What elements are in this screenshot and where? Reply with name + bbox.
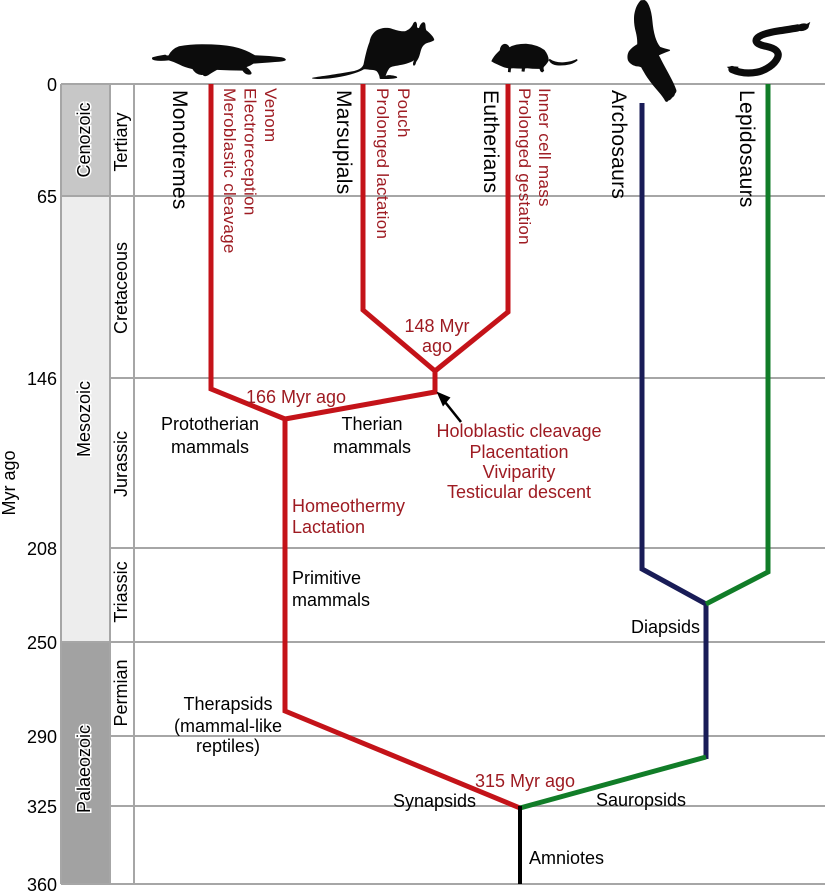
- svg-text:Sauropsids: Sauropsids: [596, 790, 686, 810]
- svg-text:mammals: mammals: [333, 437, 411, 457]
- svg-text:ago: ago: [422, 336, 452, 356]
- svg-text:315 Myr ago: 315 Myr ago: [475, 771, 575, 791]
- svg-text:Monotremes: Monotremes: [168, 90, 191, 210]
- svg-text:Holoblastic cleavage: Holoblastic cleavage: [436, 421, 601, 441]
- svg-text:Jurassic: Jurassic: [111, 431, 131, 497]
- svg-text:250: 250: [27, 633, 57, 653]
- svg-text:325: 325: [27, 797, 57, 817]
- svg-text:Venom: Venom: [261, 88, 280, 142]
- svg-text:Prolonged lactation: Prolonged lactation: [373, 88, 392, 239]
- svg-text:Cretaceous: Cretaceous: [111, 242, 131, 334]
- svg-text:Therian: Therian: [341, 414, 402, 434]
- svg-text:mammals: mammals: [292, 590, 370, 610]
- svg-text:148 Myr: 148 Myr: [404, 316, 469, 336]
- svg-text:Tertiary: Tertiary: [111, 112, 131, 171]
- svg-text:Lepidosaurs: Lepidosaurs: [735, 90, 758, 208]
- svg-text:65: 65: [37, 187, 57, 207]
- svg-text:Cenozoic: Cenozoic: [74, 102, 94, 177]
- svg-text:(mammal-like: (mammal-like: [174, 716, 282, 736]
- svg-text:Meroblastic cleavage: Meroblastic cleavage: [220, 88, 239, 254]
- svg-text:Prototherian: Prototherian: [161, 414, 259, 434]
- svg-text:Prolonged gestation: Prolonged gestation: [515, 88, 534, 245]
- svg-text:Viviparity: Viviparity: [483, 462, 556, 482]
- svg-text:146: 146: [27, 369, 57, 389]
- svg-text:166 Myr ago: 166 Myr ago: [246, 387, 346, 407]
- svg-text:Myr ago: Myr ago: [0, 450, 19, 515]
- svg-text:0: 0: [47, 75, 57, 95]
- svg-text:208: 208: [27, 539, 57, 559]
- svg-text:Homeothermy: Homeothermy: [292, 496, 405, 516]
- svg-text:Diapsids: Diapsids: [631, 617, 700, 637]
- svg-text:Therapsids: Therapsids: [183, 694, 272, 714]
- svg-text:mammals: mammals: [171, 437, 249, 457]
- svg-text:Marsupials: Marsupials: [332, 90, 355, 195]
- svg-text:reptiles): reptiles): [196, 736, 260, 756]
- svg-text:Palaeozoic: Palaeozoic: [74, 725, 94, 813]
- svg-text:Triassic: Triassic: [111, 561, 131, 622]
- svg-text:Electroreception: Electroreception: [241, 88, 260, 216]
- svg-text:Permian: Permian: [111, 659, 131, 726]
- svg-text:Eutherians: Eutherians: [479, 90, 502, 193]
- svg-text:360: 360: [27, 875, 57, 894]
- svg-text:Archosaurs: Archosaurs: [607, 90, 630, 199]
- svg-text:Primitive: Primitive: [292, 568, 361, 588]
- svg-text:Placentation: Placentation: [469, 442, 568, 462]
- svg-text:Mesozoic: Mesozoic: [74, 381, 94, 457]
- svg-text:Lactation: Lactation: [292, 517, 365, 537]
- svg-text:Synapsids: Synapsids: [393, 791, 476, 811]
- svg-text:Amniotes: Amniotes: [529, 848, 604, 868]
- svg-text:Testicular descent: Testicular descent: [447, 482, 591, 502]
- svg-text:290: 290: [27, 727, 57, 747]
- svg-text:Inner cell mass: Inner cell mass: [535, 88, 554, 207]
- svg-text:Pouch: Pouch: [394, 88, 413, 138]
